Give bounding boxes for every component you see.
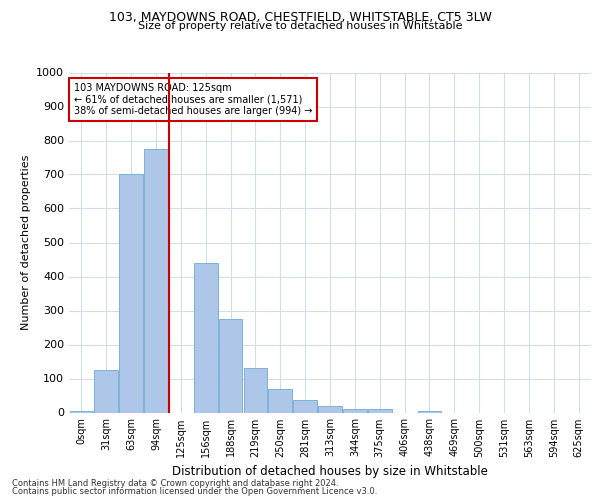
Text: Size of property relative to detached houses in Whitstable: Size of property relative to detached ho…	[138, 21, 462, 31]
Bar	[268, 388, 292, 412]
Bar	[70, 411, 93, 412]
Bar	[194, 263, 218, 412]
Bar	[219, 319, 242, 412]
X-axis label: Distribution of detached houses by size in Whitstable: Distribution of detached houses by size …	[172, 465, 488, 478]
Bar	[368, 409, 392, 412]
Y-axis label: Number of detached properties: Number of detached properties	[20, 155, 31, 330]
Bar	[94, 370, 118, 412]
Bar	[119, 174, 143, 412]
Text: Contains HM Land Registry data © Crown copyright and database right 2024.: Contains HM Land Registry data © Crown c…	[12, 478, 338, 488]
Bar	[418, 411, 441, 412]
Bar	[244, 368, 267, 412]
Bar	[318, 406, 342, 412]
Text: 103 MAYDOWNS ROAD: 125sqm
← 61% of detached houses are smaller (1,571)
38% of se: 103 MAYDOWNS ROAD: 125sqm ← 61% of detac…	[74, 82, 313, 116]
Bar	[144, 149, 168, 412]
Bar	[293, 400, 317, 412]
Bar	[343, 409, 367, 412]
Text: 103, MAYDOWNS ROAD, CHESTFIELD, WHITSTABLE, CT5 3LW: 103, MAYDOWNS ROAD, CHESTFIELD, WHITSTAB…	[109, 11, 491, 24]
Text: Contains public sector information licensed under the Open Government Licence v3: Contains public sector information licen…	[12, 487, 377, 496]
